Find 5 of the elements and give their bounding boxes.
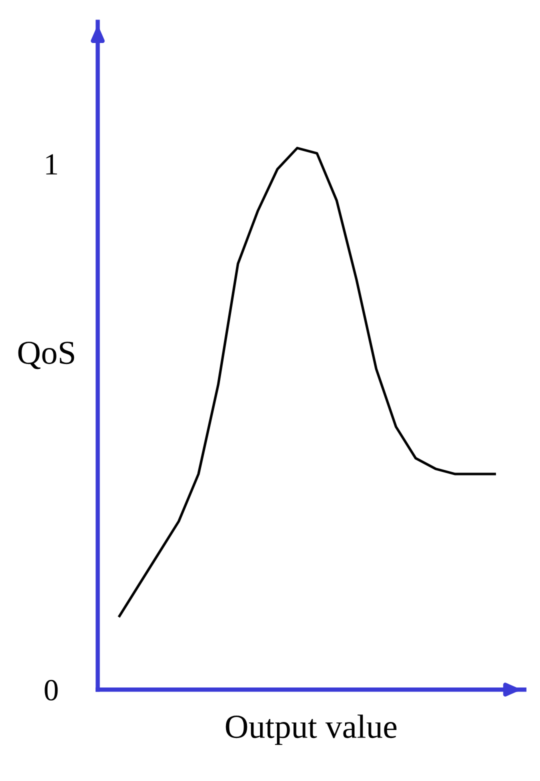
y-tick-label: 1 xyxy=(46,154,58,174)
line-series xyxy=(118,146,496,618)
x-axis-title: Output value xyxy=(226,714,396,745)
y-axis-title: QoS xyxy=(18,342,74,370)
y-tick-label: 0 xyxy=(44,680,58,701)
